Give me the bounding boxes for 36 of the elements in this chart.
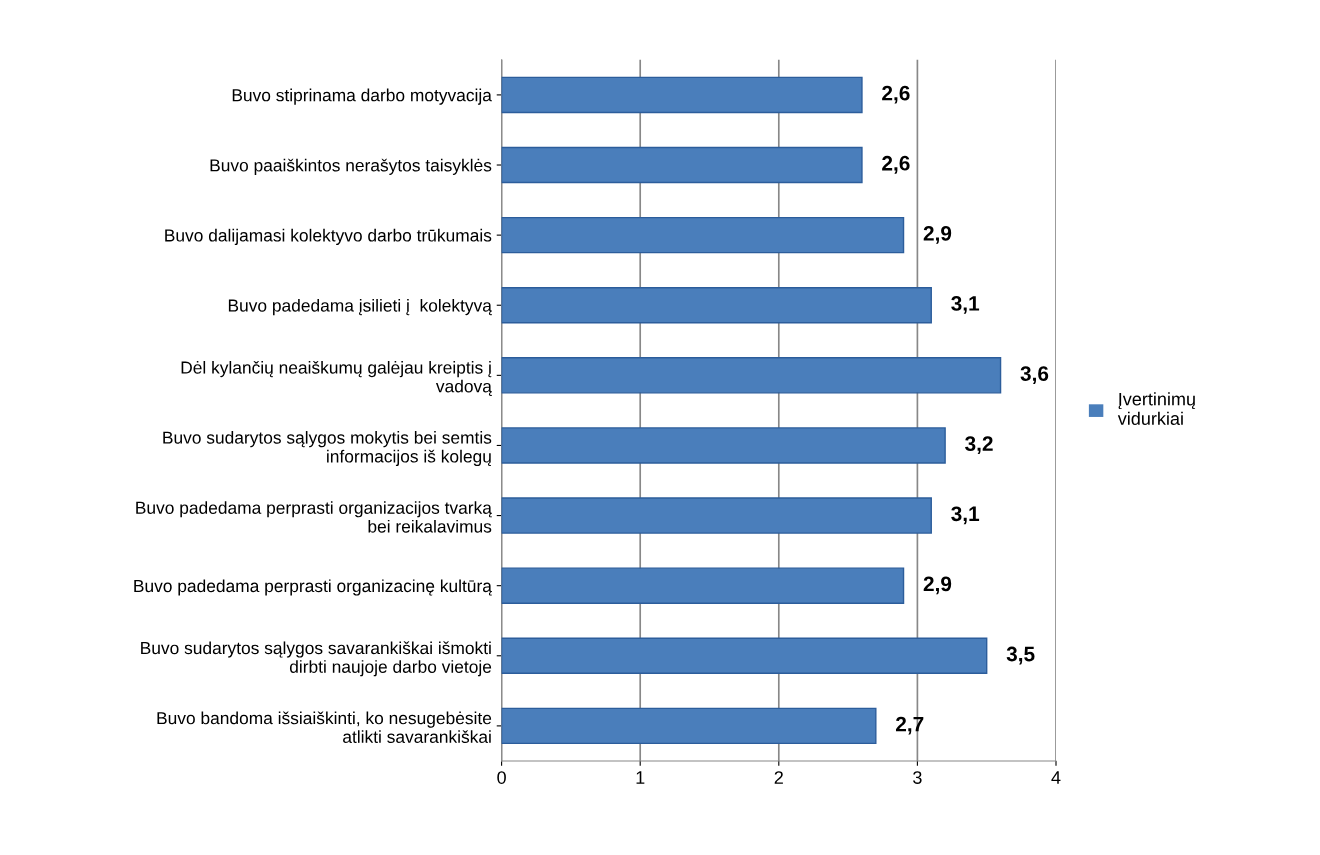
text: 2,6 <box>882 85 910 104</box>
bar <box>501 427 946 464</box>
bar <box>501 637 988 675</box>
y-tick-label: Buvo sudarytos sąlygos savarankiškai išmokti dirbti naujoje darbo vietoje <box>141 641 492 677</box>
text: 2,6 <box>882 155 910 174</box>
y-tick-label: Buvo padedama perprasti organizacijos tvarką bei reikalavimus <box>136 501 492 533</box>
text: 3,5 <box>1006 646 1035 665</box>
y-tick-label: Buvo sudarytos sąlygos mokytis bei semtis informacijos iš kolegų <box>163 431 492 467</box>
legend-label: Įvertinimų vidurkiai <box>1117 392 1196 425</box>
bar <box>501 707 877 745</box>
x-tick-label: 4 <box>1051 771 1061 784</box>
y-tick-label: Buvo stiprinama darbo motyvacija <box>232 88 492 105</box>
bar <box>501 497 932 534</box>
y-tick-label: Buvo padedama perprasti organizacinę kultūrą <box>134 579 492 596</box>
y-tick-label: Dėl kylančių neaiškumų galėjau kreiptis į vadovą <box>181 360 492 396</box>
y-tick-label: Buvo padedama įsilieti į kolektyvą <box>228 298 492 316</box>
y-tick-label: Buvo bandoma išsiaiškinti, ko nesugebėsite atlikti savarankiškai <box>157 711 492 743</box>
bar <box>501 76 863 114</box>
text: 3,2 <box>965 436 993 455</box>
x-tick-label: 0 <box>497 771 506 784</box>
text: 2,9 <box>923 576 952 595</box>
bar <box>501 357 1002 394</box>
x-tick-label: 2 <box>774 771 783 784</box>
bar <box>501 567 905 604</box>
text: 2,7 <box>895 716 924 735</box>
text: 2,9 <box>923 225 952 244</box>
bar <box>501 146 863 184</box>
y-tick-label: Buvo paaiškintos nerašytos taisyklės <box>210 158 492 175</box>
text: 3,1 <box>951 296 980 314</box>
y-tick-label: Buvo dalijamasi kolektyvo darbo trūkumais <box>165 228 492 246</box>
bar <box>501 287 932 324</box>
text: 3,1 <box>951 506 980 525</box>
bar <box>501 216 905 254</box>
text: 3,6 <box>1020 366 1049 384</box>
x-tick-label: 3 <box>913 771 922 784</box>
x-tick-label: 1 <box>636 771 645 784</box>
